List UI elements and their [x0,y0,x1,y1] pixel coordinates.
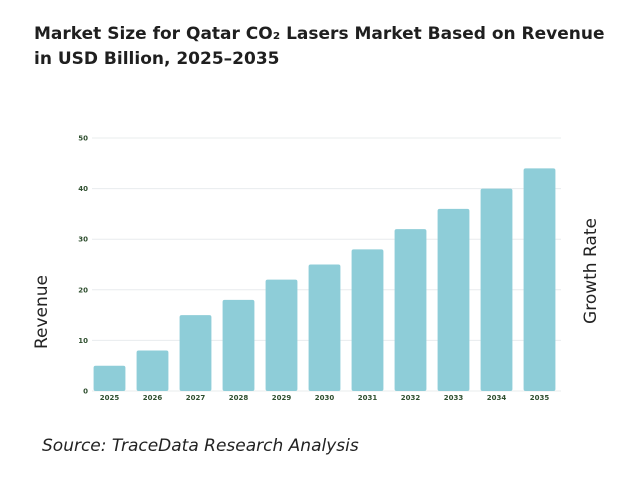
bar-2032 [394,229,427,391]
chart-title: Market Size for Qatar CO₂ Lasers Market … [34,24,605,69]
secondary-axis-label: Growth Rate [581,218,601,324]
bar-2027 [179,315,212,391]
x-tick-label: 2031 [358,394,378,402]
y-tick-label: 40 [78,185,88,193]
bar-2034 [480,188,513,391]
x-tick-label: 2027 [186,394,206,402]
y-axis-label: Revenue [32,274,52,350]
y-tick-label: 50 [78,135,88,143]
bar-2031 [351,249,384,391]
bar-2030 [308,264,341,391]
bar-2028 [222,299,255,391]
bar-2025 [93,365,126,391]
y-tick-label: 10 [78,337,88,345]
x-tick-label: 2034 [487,394,507,402]
y-axis-ticks: 0 10 20 30 40 50 [78,135,88,396]
y-tick-label: 0 [83,388,88,396]
x-tick-label: 2029 [272,394,292,402]
bar-2026 [136,350,169,391]
x-tick-label: 2025 [100,394,120,402]
x-tick-label: 2028 [229,394,249,402]
bars [93,168,556,391]
x-tick-label: 2032 [401,394,421,402]
x-tick-label: 2026 [143,394,163,402]
x-axis-ticks: 2025 2026 2027 2028 2029 2030 2031 2032 2033 2034… [100,394,550,402]
bar-2029 [265,279,298,391]
x-tick-label: 2035 [530,394,550,402]
y-tick-label: 30 [78,236,88,244]
source-note: Source: TraceData Research Analysis [42,436,359,456]
x-tick-label: 2033 [444,394,464,402]
bar-2035 [523,168,556,391]
x-tick-label: 2030 [315,394,335,402]
bar-2033 [437,208,470,391]
y-tick-label: 20 [78,286,88,294]
